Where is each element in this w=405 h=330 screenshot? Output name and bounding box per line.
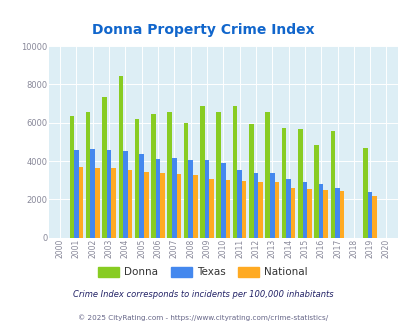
Bar <box>79 167 83 238</box>
Bar <box>335 188 339 238</box>
Bar <box>241 181 246 238</box>
Bar <box>102 97 107 238</box>
Bar <box>156 159 160 238</box>
Bar <box>134 119 139 238</box>
Bar <box>313 145 318 238</box>
Bar <box>302 182 307 238</box>
Bar <box>281 127 286 238</box>
Bar <box>204 160 209 238</box>
Bar <box>253 173 258 238</box>
Bar <box>248 124 253 238</box>
Bar <box>176 175 181 238</box>
Bar <box>86 112 90 238</box>
Bar <box>160 174 164 238</box>
Bar <box>339 191 343 238</box>
Legend: Donna, Texas, National: Donna, Texas, National <box>94 263 311 281</box>
Text: Crime Index corresponds to incidents per 100,000 inhabitants: Crime Index corresponds to incidents per… <box>72 290 333 299</box>
Bar <box>318 184 323 238</box>
Bar <box>297 128 302 238</box>
Bar <box>123 150 128 238</box>
Bar <box>371 196 376 238</box>
Bar <box>183 123 188 238</box>
Bar <box>192 176 197 238</box>
Bar <box>362 148 367 238</box>
Bar <box>188 160 192 238</box>
Bar <box>269 174 274 238</box>
Bar <box>74 149 79 238</box>
Bar <box>69 116 74 238</box>
Bar <box>128 170 132 238</box>
Bar <box>220 163 225 238</box>
Bar <box>172 158 176 238</box>
Bar <box>323 190 327 238</box>
Text: Donna Property Crime Index: Donna Property Crime Index <box>92 23 313 37</box>
Bar <box>232 106 237 238</box>
Bar <box>330 131 335 238</box>
Bar <box>90 148 95 238</box>
Bar <box>258 182 262 238</box>
Bar <box>216 112 220 238</box>
Bar <box>95 168 99 238</box>
Bar <box>167 112 172 238</box>
Bar <box>225 180 230 238</box>
Bar <box>151 114 156 238</box>
Bar <box>111 168 116 238</box>
Text: © 2025 CityRating.com - https://www.cityrating.com/crime-statistics/: © 2025 CityRating.com - https://www.city… <box>78 314 327 321</box>
Bar <box>209 179 213 238</box>
Bar <box>139 154 144 238</box>
Bar <box>307 189 311 238</box>
Bar <box>274 182 278 238</box>
Bar <box>286 179 290 238</box>
Bar <box>118 76 123 238</box>
Bar <box>265 112 269 238</box>
Bar <box>200 106 204 238</box>
Bar <box>144 172 148 238</box>
Bar <box>367 192 371 238</box>
Bar <box>237 170 241 238</box>
Bar <box>290 188 295 238</box>
Bar <box>107 149 111 238</box>
